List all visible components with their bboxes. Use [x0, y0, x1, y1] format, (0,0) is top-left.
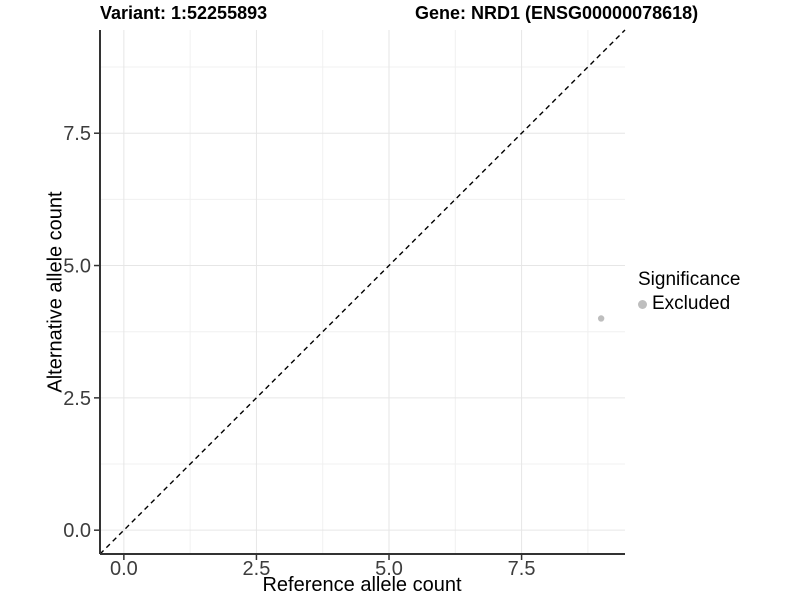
- x-tick-label: 2.5: [243, 558, 271, 580]
- plot-title-variant: Variant: 1:52255893: [100, 3, 268, 23]
- legend-title: Significance: [638, 269, 741, 290]
- identity-dashed-line: [99, 29, 626, 555]
- y-tick-label: 2.5: [63, 388, 91, 410]
- x-axis-title: Reference allele count: [262, 574, 462, 596]
- x-tick-label: 7.5: [508, 558, 536, 580]
- y-tick-label: 5.0: [63, 256, 91, 278]
- x-tick-label: 5.0: [375, 558, 403, 580]
- data-point: [597, 315, 605, 322]
- legend: Significance Excluded: [638, 269, 740, 315]
- plot-title-gene: Gene: NRD1 (ENSG00000078618): [415, 3, 699, 23]
- legend-point-icon: [638, 299, 647, 309]
- y-axis-title: Alternative allele count: [44, 191, 67, 393]
- y-tick-label: 7.5: [63, 123, 91, 145]
- y-tick-label: 0.0: [63, 520, 91, 542]
- x-tick-label: 0.0: [110, 558, 138, 580]
- legend-item-label: Excluded: [652, 293, 731, 314]
- legend-item-excluded: Excluded: [638, 293, 740, 315]
